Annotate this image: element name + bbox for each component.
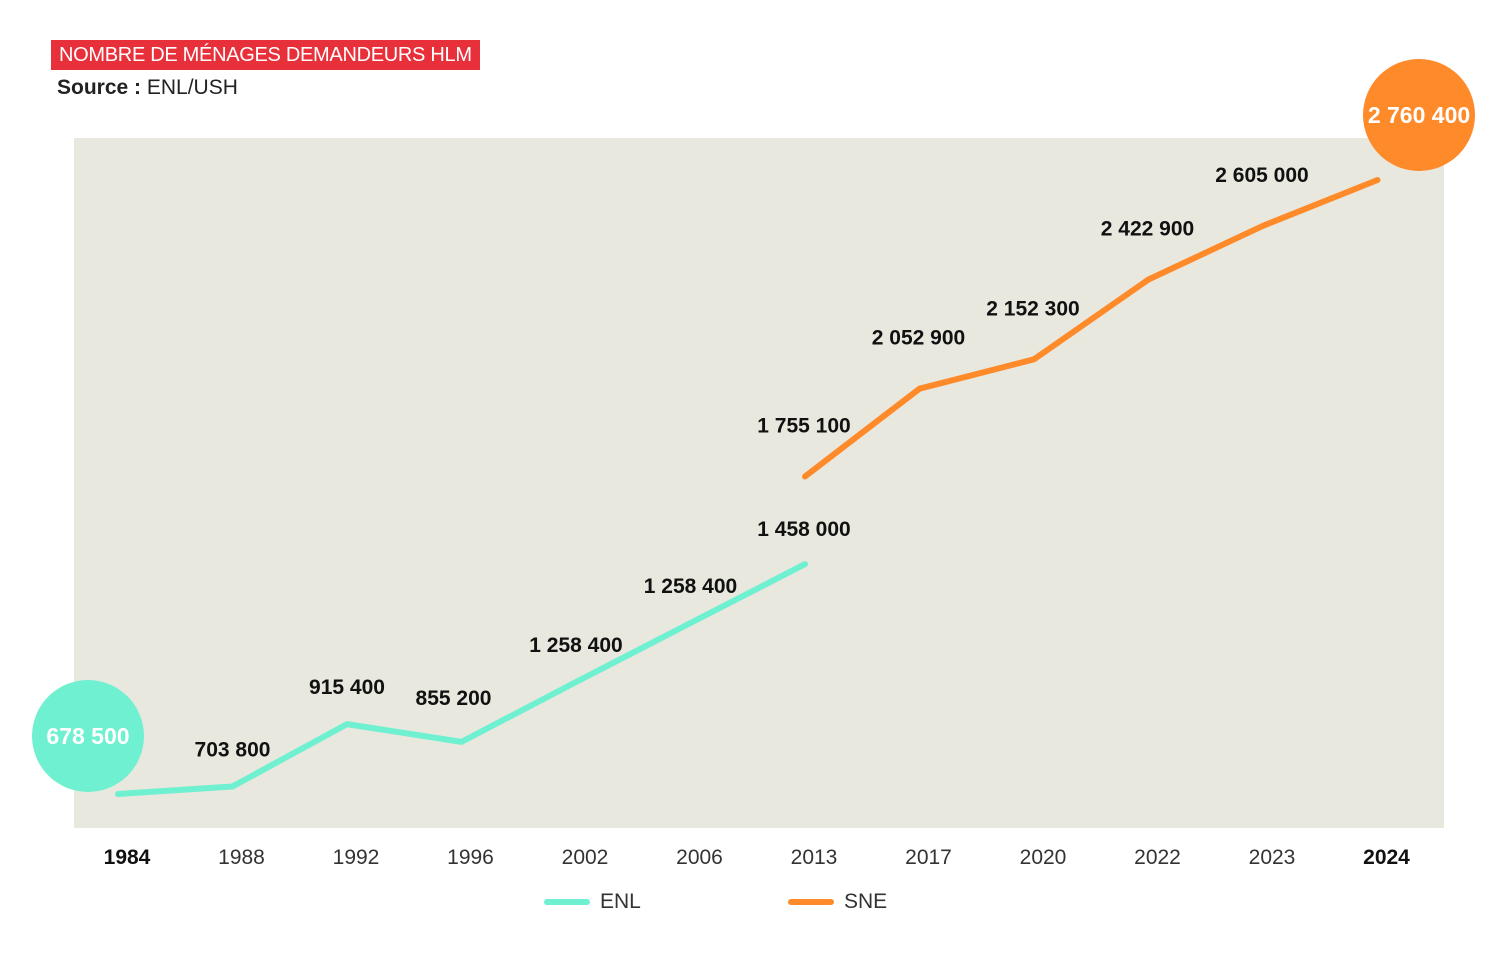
highlight-label-sne: 2 760 400 — [1368, 102, 1470, 128]
data-label-enl-2006: 1 258 400 — [644, 575, 737, 598]
x-tick-label-2006: 2006 — [676, 846, 723, 869]
x-tick-label-2022: 2022 — [1134, 846, 1181, 869]
x-tick-label-1984: 1984 — [104, 846, 151, 869]
source-value: ENL/USH — [146, 76, 238, 99]
x-tick-label-2013: 2013 — [791, 846, 838, 869]
data-label-sne-2017: 2 052 900 — [872, 327, 965, 350]
legend-enl-label: ENL — [600, 890, 641, 913]
data-label-enl-1992: 915 400 — [309, 676, 385, 699]
highlight-label-enl: 678 500 — [46, 723, 129, 749]
data-label-enl-1988: 703 800 — [195, 739, 271, 762]
legend-sne: SNE — [788, 890, 887, 914]
chart-source: Source : ENL/USH — [57, 76, 238, 100]
data-label-sne-2013: 1 755 100 — [757, 414, 850, 437]
x-tick-label-2023: 2023 — [1249, 846, 1296, 869]
data-label-enl-2002: 1 258 400 — [529, 634, 622, 657]
legend-enl: ENL — [544, 890, 641, 914]
x-tick-label-2017: 2017 — [905, 846, 952, 869]
series-line-enl — [115, 561, 808, 797]
series-line-sne — [802, 177, 1381, 480]
legend-sne-label: SNE — [844, 890, 888, 913]
data-label-sne-2020: 2 152 300 — [986, 297, 1079, 320]
data-label-sne-2023: 2 605 000 — [1215, 164, 1308, 187]
plot-area — [74, 138, 1444, 828]
x-tick-label-2024: 2024 — [1363, 846, 1410, 869]
legend-enl-swatch — [544, 899, 590, 905]
x-tick-label-2020: 2020 — [1020, 846, 1067, 869]
source-label: Source : — [57, 76, 142, 99]
legend-sne-swatch — [788, 899, 834, 905]
x-tick-label-1992: 1992 — [333, 846, 380, 869]
data-label-enl-1996: 855 200 — [416, 687, 492, 710]
highlight-circle-sne — [1363, 59, 1475, 171]
x-tick-label-1988: 1988 — [218, 846, 265, 869]
chart-title: NOMBRE DE MÉNAGES DEMANDEURS HLM — [51, 40, 480, 70]
x-tick-label-1996: 1996 — [447, 846, 494, 869]
data-label-enl-2013: 1 458 000 — [757, 518, 850, 541]
data-label-sne-2022: 2 422 900 — [1101, 218, 1194, 241]
x-tick-label-2002: 2002 — [562, 846, 609, 869]
highlight-circle-enl — [32, 680, 144, 792]
